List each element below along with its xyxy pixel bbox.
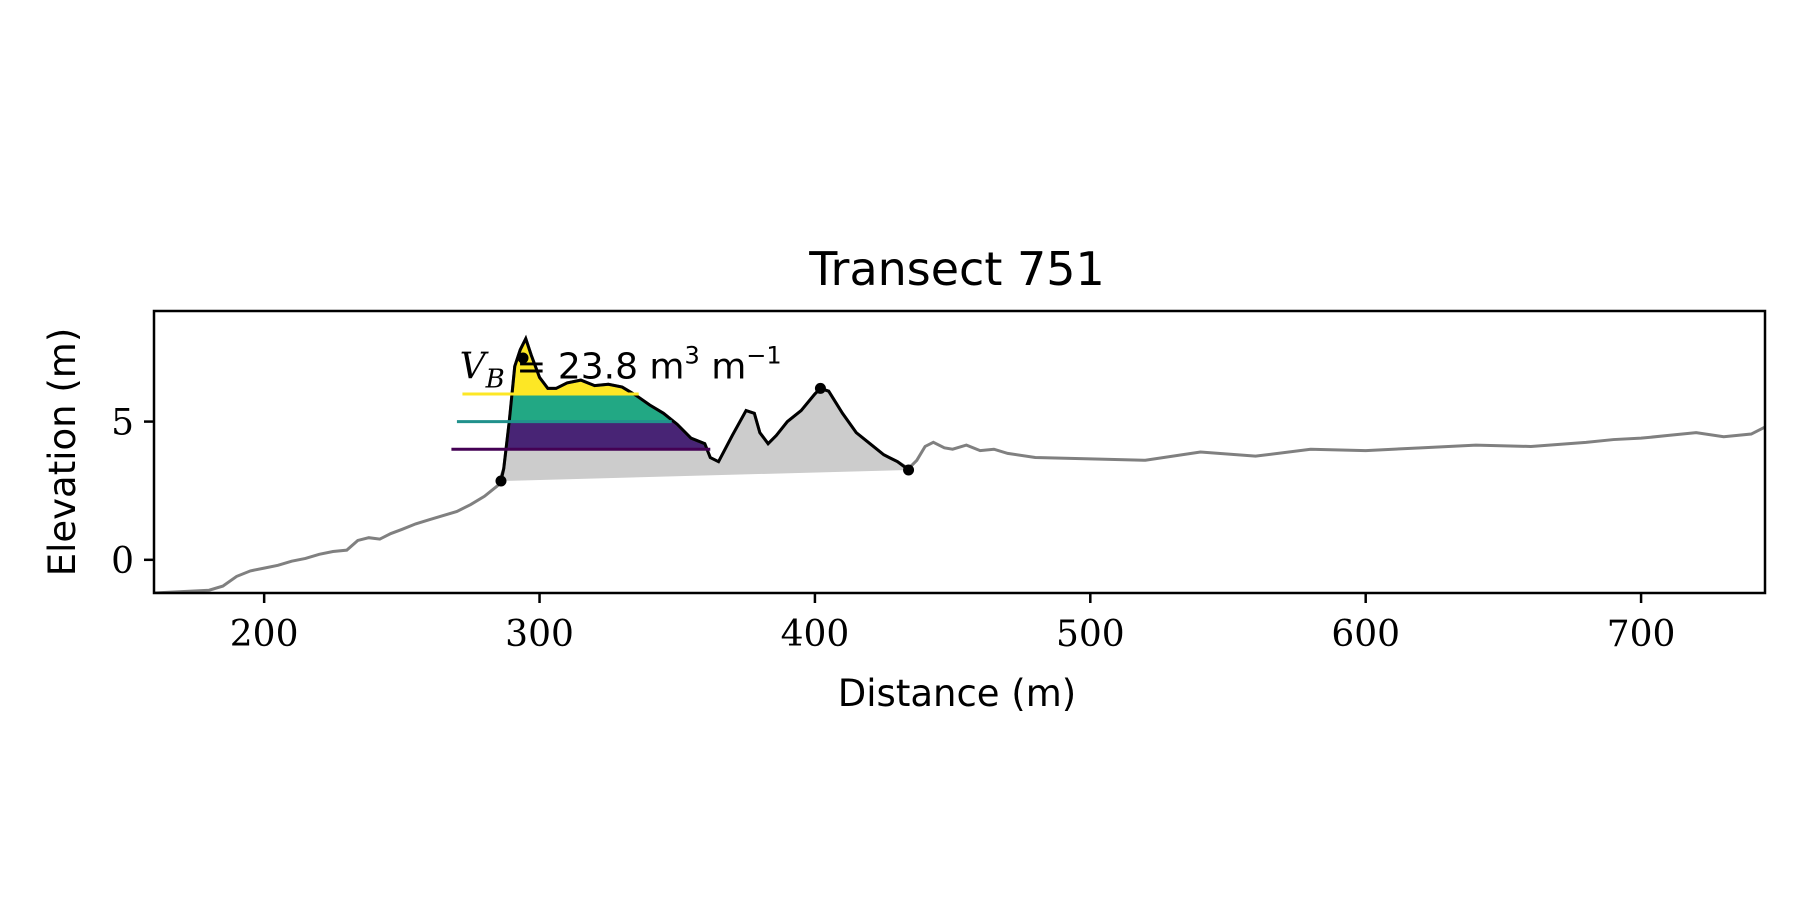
y-tick-label: 0 bbox=[111, 541, 134, 582]
volume-band-bottom bbox=[500, 421, 711, 450]
x-tick-label: 400 bbox=[781, 614, 850, 655]
annotation-value: = 23.8 m bbox=[505, 347, 685, 388]
x-axis: 200 300 400 500 600 700 bbox=[230, 593, 1676, 655]
y-axis: 05 bbox=[111, 403, 154, 582]
dune-point-2 bbox=[814, 382, 826, 394]
volume-annotation: VB = 23.8 m3 m−1 bbox=[460, 342, 782, 395]
dune-point-1 bbox=[517, 352, 529, 364]
profile-line bbox=[154, 334, 1765, 593]
plot-frame bbox=[152, 309, 1767, 595]
annotation-symbol: V bbox=[460, 347, 490, 388]
x-tick-label: 200 bbox=[230, 614, 299, 655]
y-axis-label: Elevation (m) bbox=[41, 328, 84, 577]
annotation-exponent-1: 3 bbox=[685, 342, 700, 370]
x-tick-label: 600 bbox=[1331, 614, 1400, 655]
chart-title: Transect 751 bbox=[808, 242, 1105, 296]
plot-area bbox=[154, 334, 1765, 593]
volume-band-top bbox=[500, 338, 711, 394]
dune-point-3 bbox=[903, 464, 915, 476]
y-tick-label: 5 bbox=[111, 403, 134, 444]
x-tick-label: 700 bbox=[1607, 614, 1676, 655]
x-tick-label: 500 bbox=[1056, 614, 1125, 655]
dune-point-0 bbox=[495, 475, 507, 487]
x-tick-label: 300 bbox=[505, 614, 574, 655]
volume-band-middle bbox=[500, 393, 711, 422]
annotation-unit-2: m bbox=[700, 347, 747, 388]
annotation-exponent-2: −1 bbox=[746, 342, 781, 370]
annotation-subscript: B bbox=[485, 365, 505, 395]
x-axis-label: Distance (m) bbox=[838, 672, 1076, 715]
